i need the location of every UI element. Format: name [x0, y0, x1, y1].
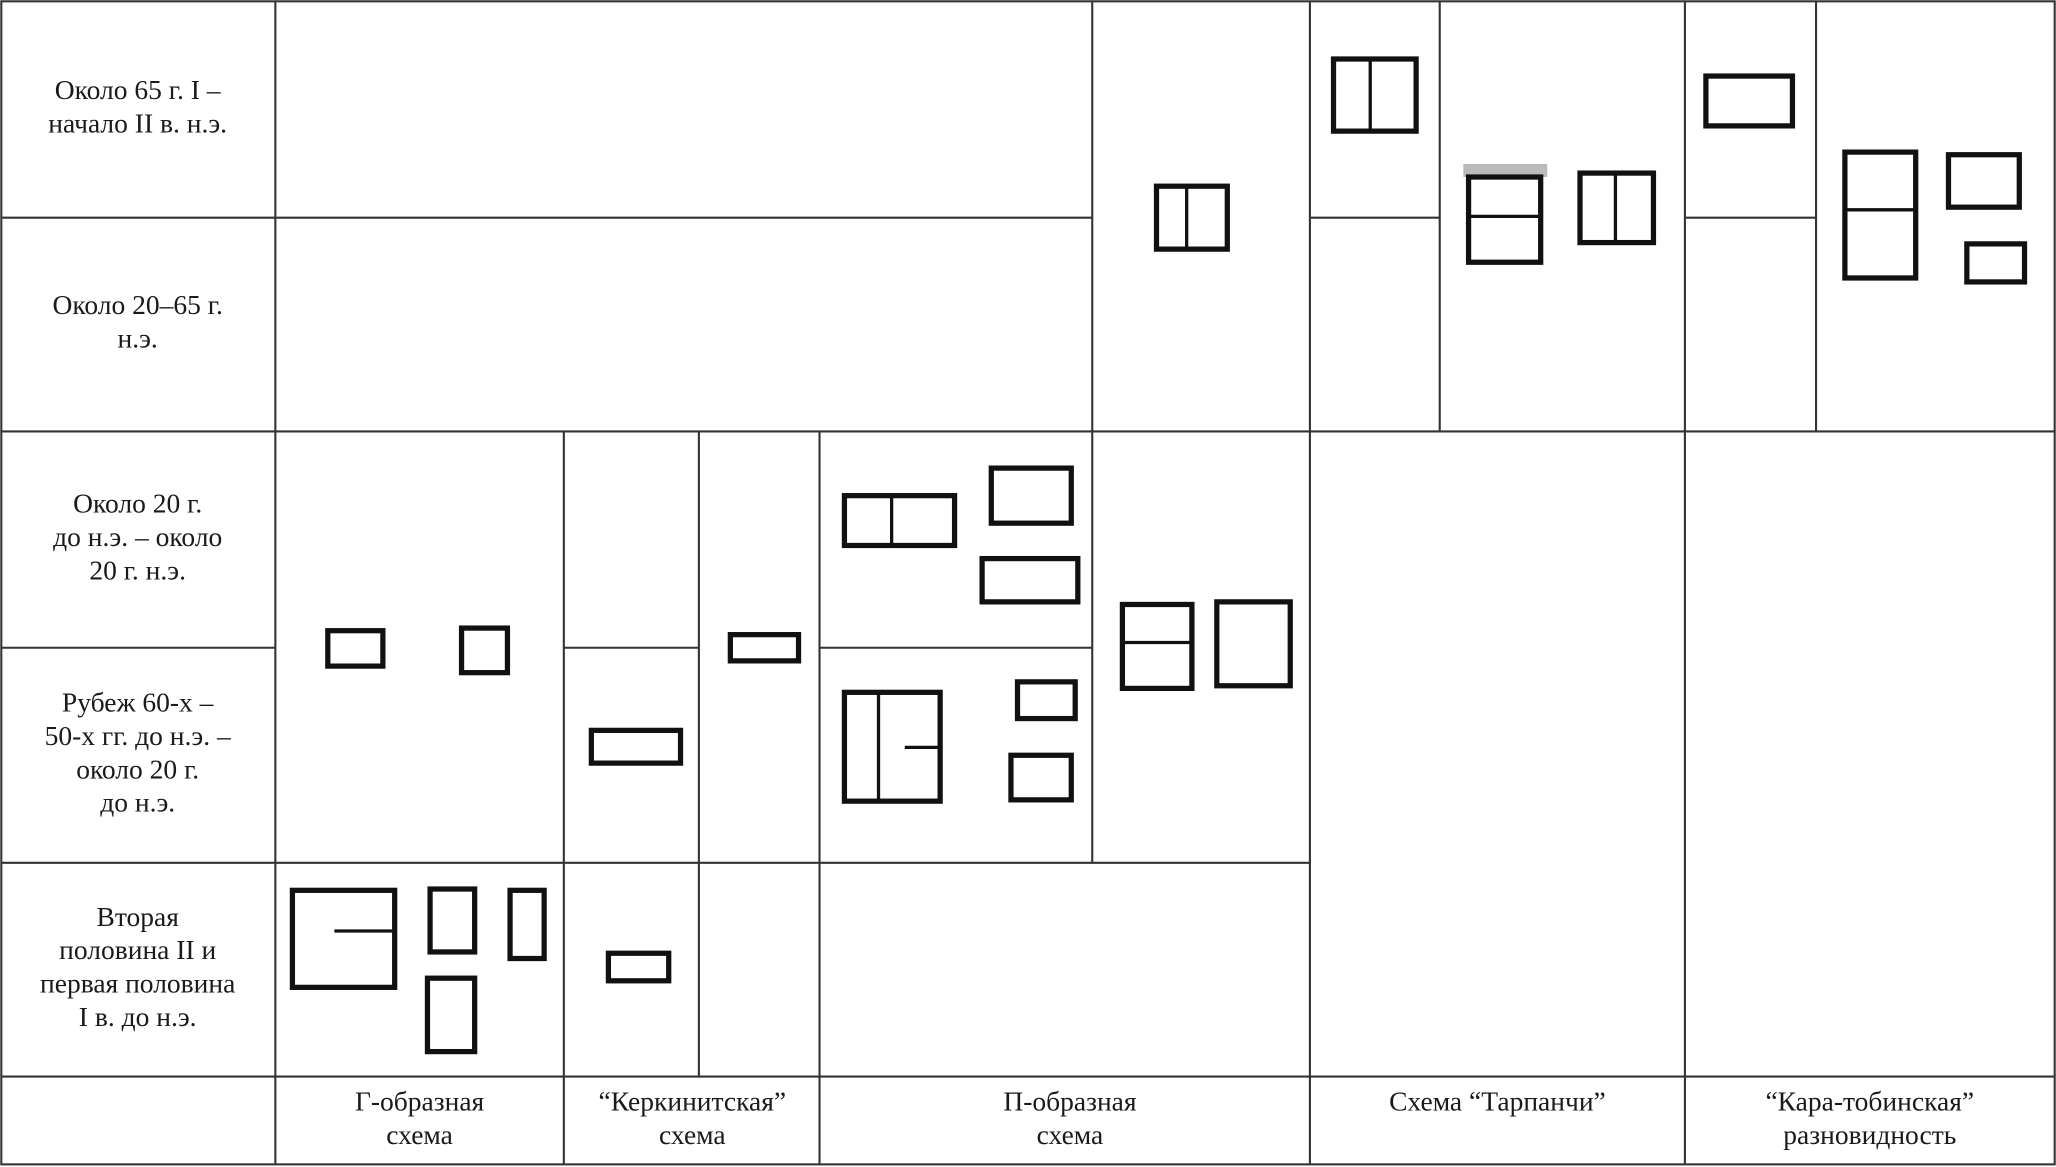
- row-label: 20 г. н.э.: [89, 554, 186, 585]
- row-label: до н.э. – около: [53, 521, 222, 552]
- column-label: схема: [1037, 1119, 1104, 1150]
- row-label: Около 20 г.: [73, 487, 202, 518]
- row-label: Рубеж 60-х –: [62, 686, 214, 717]
- row-label: н.э.: [118, 323, 158, 354]
- row-label: начало II в. н.э.: [48, 108, 227, 139]
- row-label: до н.э.: [100, 787, 175, 818]
- row-label: Около 20–65 г.: [53, 289, 223, 320]
- column-label: разновидность: [1783, 1119, 1956, 1150]
- row-label: половина II и: [59, 934, 216, 965]
- column-label: “Керкинитская”: [599, 1085, 787, 1116]
- row-label: I в. до н.э.: [79, 1001, 197, 1032]
- row-label: Вторая: [96, 901, 179, 932]
- column-label: схема: [659, 1119, 726, 1150]
- column-label: схема: [386, 1119, 453, 1150]
- row-label: Около 65 г. I –: [55, 74, 221, 105]
- row-label: 50-х гг. до н.э. –: [45, 720, 231, 751]
- column-label: “Кара-тобинская”: [1765, 1085, 1974, 1116]
- column-label: Схема “Тарпанчи”: [1389, 1085, 1606, 1116]
- row-label: первая половина: [40, 968, 235, 999]
- row-label: около 20 г.: [76, 753, 199, 784]
- column-label: П-образная: [1003, 1085, 1137, 1116]
- house-plans: [289, 56, 2028, 1055]
- column-label: Г-образная: [355, 1085, 485, 1116]
